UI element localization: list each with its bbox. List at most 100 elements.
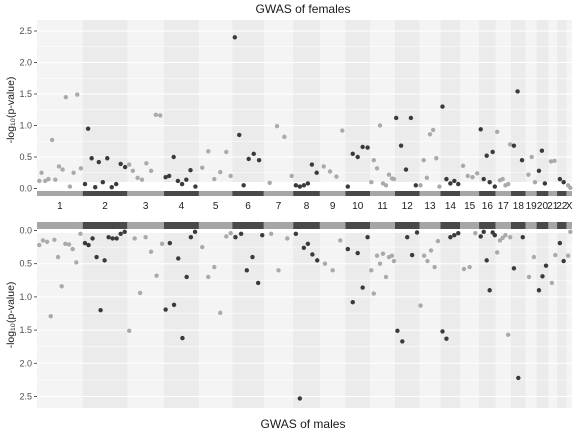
females-point — [371, 157, 376, 163]
females-point — [82, 181, 88, 187]
males-point — [167, 240, 173, 246]
females-point — [241, 183, 246, 188]
males-point — [355, 250, 360, 256]
females-point — [224, 149, 229, 155]
males-point — [55, 254, 61, 260]
females-chr-shade-X — [566, 20, 572, 182]
females-point — [193, 184, 198, 189]
chr-band-top-X — [566, 191, 572, 196]
males-point — [467, 264, 472, 270]
males-point — [435, 238, 441, 244]
females-chr-shade-17 — [495, 20, 511, 182]
females-point — [228, 173, 233, 179]
chromosome-label: 8 — [304, 201, 310, 212]
chr-band-top-22 — [557, 191, 567, 196]
females-point — [188, 168, 193, 173]
males-point — [553, 252, 558, 258]
females-chr-shade-11 — [370, 20, 395, 182]
males-point — [492, 232, 498, 238]
chr-band-bottom-16 — [479, 222, 496, 229]
females-point — [93, 185, 98, 190]
males-point — [59, 284, 64, 289]
chr-band-top-12 — [394, 191, 420, 196]
females-point — [85, 126, 91, 131]
males-point — [507, 234, 513, 240]
males-point — [432, 264, 437, 270]
females-tick-label: 1.5 — [19, 89, 32, 99]
chr-band-bottom-4 — [163, 222, 199, 229]
chr-band-top-10 — [345, 191, 371, 196]
females-point — [484, 153, 489, 158]
chr-band-bottom-X — [566, 222, 572, 229]
males-point — [70, 246, 75, 252]
males-point — [487, 288, 492, 293]
chr-band-top-15 — [460, 191, 480, 196]
females-point — [391, 176, 397, 182]
males-point — [132, 236, 137, 241]
chr-band-bottom-14 — [440, 222, 461, 229]
females-point — [355, 154, 360, 160]
males-point — [409, 252, 415, 258]
males-point — [114, 236, 119, 241]
males-point — [212, 264, 217, 270]
females-point — [267, 180, 272, 186]
males-chr-shade-19 — [525, 233, 537, 408]
males-point — [171, 302, 177, 308]
males-point — [122, 229, 127, 235]
females-point — [314, 170, 319, 175]
males-point — [452, 232, 457, 238]
females-chr-shade-19 — [525, 20, 537, 182]
chromosome-label: 1 — [57, 201, 63, 212]
chromosome-label: 9 — [330, 201, 336, 212]
females-point — [424, 175, 430, 180]
chr-band-bottom-7 — [263, 222, 294, 229]
females-tick-label: 0.0 — [19, 184, 32, 194]
females-point — [345, 184, 351, 189]
males-point — [98, 307, 103, 313]
males-point — [543, 263, 549, 268]
males-point — [506, 332, 511, 337]
males-point — [90, 236, 95, 241]
females-chr-shade-15 — [460, 20, 480, 182]
females-point — [301, 183, 307, 188]
females-point — [494, 129, 500, 134]
chr-band-bottom-22 — [557, 222, 567, 229]
chromosome-label: 16 — [482, 201, 494, 212]
females-point — [130, 168, 136, 174]
males-point — [180, 335, 185, 341]
males-panel-background — [37, 233, 572, 408]
males-point — [494, 250, 500, 255]
females-point — [144, 161, 149, 166]
females-point — [500, 176, 505, 182]
chr-band-top-14 — [440, 191, 461, 196]
females-point — [430, 127, 436, 133]
females-point — [237, 132, 242, 138]
chr-band-top-19 — [525, 191, 537, 196]
chr-band-top-16 — [479, 191, 496, 196]
females-point — [49, 137, 55, 143]
males-tick-label: 1.0 — [19, 292, 32, 302]
chromosome-label: 3 — [143, 201, 149, 212]
females-point — [427, 132, 433, 137]
males-chr-shade-17 — [495, 233, 511, 408]
females-point — [377, 123, 383, 128]
males-point — [188, 234, 194, 240]
females-point — [122, 164, 128, 170]
females-point — [43, 178, 48, 184]
females-point — [470, 174, 475, 180]
chromosome-label: 6 — [245, 201, 251, 212]
females-point — [105, 156, 110, 161]
males-point — [126, 328, 132, 333]
females-point — [365, 145, 370, 150]
males-point — [516, 375, 521, 381]
chromosome-label: 17 — [498, 201, 510, 212]
males-chr-shade-3 — [127, 233, 164, 408]
males-point — [557, 240, 563, 246]
males-point — [568, 229, 573, 235]
females-chr-shade-5 — [198, 20, 233, 182]
males-point — [473, 230, 478, 236]
females-point — [163, 174, 168, 180]
males-point — [374, 253, 380, 258]
females-point — [321, 164, 326, 169]
females-point — [557, 176, 563, 182]
